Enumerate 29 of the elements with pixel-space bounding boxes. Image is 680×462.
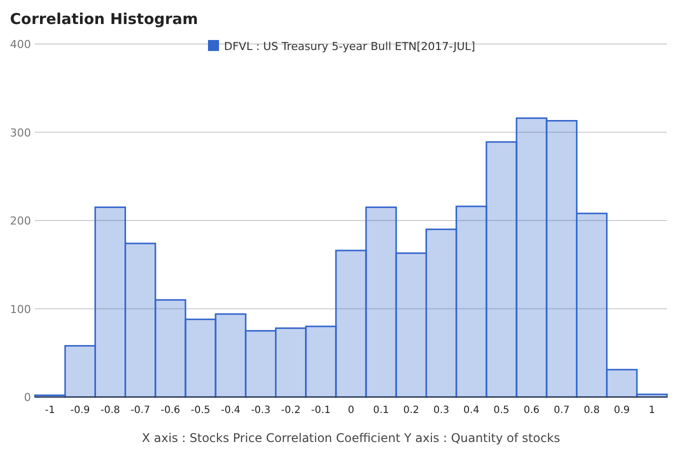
x-tick-label: -0.1 [311,405,331,416]
y-tick-label: 400 [10,38,31,51]
x-tick-label: 1 [648,405,656,416]
x-axis-title: X axis : Stocks Price Correlation Coefficient Y axis : Quantity of stocks [142,431,560,445]
x-tick-label: 0.6 [524,405,540,416]
chart-title: Correlation Histogram [10,10,198,28]
x-tick-label: -0.9 [70,405,90,416]
x-tick-label: -1 [45,405,56,416]
x-tick-label: 0.3 [433,405,450,416]
x-tick-label: 0.9 [614,405,630,416]
y-tick-label: 0 [24,391,31,404]
x-tick-label: 0.1 [373,405,390,416]
x-tick-label: 0.7 [554,405,570,416]
x-tick-label: -0.8 [100,405,120,416]
x-tick-label: -0.3 [250,405,270,416]
x-tick-label: -0.7 [130,405,150,416]
y-tick-label: 100 [10,302,31,316]
x-tick-label: 0.2 [403,405,420,416]
x-tick-label: -0.2 [281,405,301,416]
x-tick-label: -0.4 [220,405,240,416]
x-tick-label: 0.8 [584,405,600,416]
legend-label: DFVL : US Treasury 5-year Bull ETN[2017-JUL] [224,40,476,53]
x-tick-label: 0 [348,405,354,416]
y-tick-label: 200 [10,214,31,228]
x-tick-label: -0.6 [160,405,180,416]
x-tick-label: 0.4 [463,405,480,416]
x-tick-label: 0.5 [494,405,510,416]
y-tick-label: 300 [10,126,31,140]
x-tick-label: -0.5 [190,405,210,416]
